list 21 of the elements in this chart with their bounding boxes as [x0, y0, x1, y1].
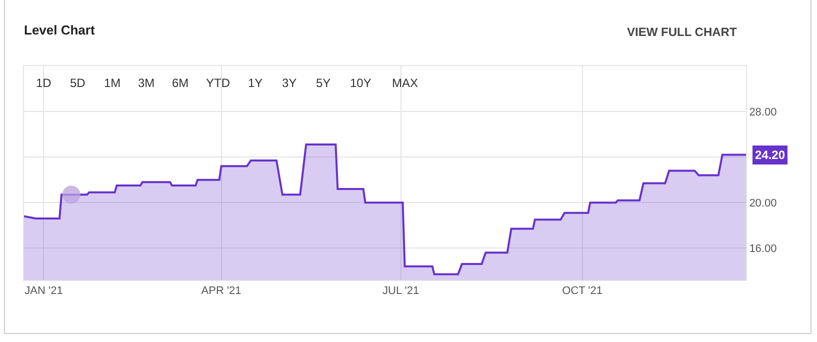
annotation: YTD — [206, 76, 230, 90]
annotation: 1D — [36, 76, 52, 90]
annotation: 10Y — [350, 76, 372, 90]
annotation: 3M — [138, 76, 155, 90]
x-tick-label: JUL '21 — [382, 285, 420, 298]
annotation: 6M — [172, 76, 189, 90]
y-tick-label: 20.00 — [749, 197, 777, 210]
x-tick-label: OCT '21 — [562, 285, 602, 298]
annotation: 1Y — [248, 76, 263, 90]
y-tick-label: 16.00 — [749, 242, 777, 255]
x-tick-label: APR '21 — [201, 285, 242, 298]
chart-title: Level Chart — [24, 22, 96, 38]
annotation: 3Y — [282, 76, 297, 90]
text: VIEW FULL CHART — [627, 25, 738, 39]
annotation: 5D — [70, 76, 86, 90]
annotation: 24.20 — [755, 148, 786, 162]
annotation: 1M — [104, 76, 121, 90]
annotation: 5Y — [316, 76, 331, 90]
x-tick-label: JAN '21 — [24, 285, 63, 298]
annotation: MAX — [392, 76, 418, 90]
y-tick-label: 28.00 — [749, 106, 777, 118]
